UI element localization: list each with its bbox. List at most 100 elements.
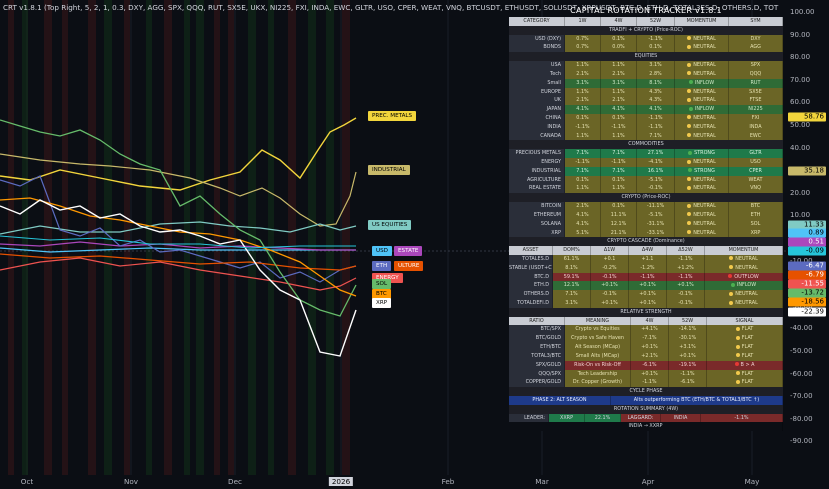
regime-band	[214, 0, 220, 475]
table-row: REAL ESTATE 1.1% 1.1% -0.1% NEUTRAL VNQ	[509, 184, 783, 194]
symbol-cell: XRP	[729, 228, 783, 238]
momentum-dot	[735, 353, 740, 358]
value-cell: 2.1%	[565, 202, 601, 211]
laggard-value: -1.1%	[701, 413, 783, 423]
row-name: JAPAN	[509, 105, 565, 114]
value-cell: 7.1%	[565, 149, 601, 158]
section-header: CRYPTO (Price-ROC)	[509, 193, 783, 203]
time-axis[interactable]: Oct Nov Dec 2026 Feb Mar Apr May	[0, 475, 787, 489]
row-name: SPX/GOLD	[509, 360, 565, 370]
regime-band	[62, 0, 68, 475]
value-cell: 4.3%	[637, 96, 675, 106]
momentum-dot	[687, 203, 692, 208]
column-header: ASSET	[509, 246, 553, 255]
row-name: OTHERS.D	[509, 290, 553, 299]
regime-band	[288, 0, 296, 475]
momentum-cell: FLAT	[707, 334, 783, 344]
row-name: Small	[509, 78, 565, 88]
y-axis-label: 50.00	[790, 121, 811, 129]
value-cell: -1.1%	[667, 254, 705, 264]
symbol-cell: INDA	[729, 122, 783, 132]
chart-area[interactable]: CRT v1.8.1 (Top Right, 5, 2, 1, 0.3, DXY…	[0, 0, 787, 475]
row-name: BONDS	[509, 43, 565, 53]
value-cell: 4.3%	[637, 87, 675, 97]
value-cell: 0.1%	[601, 34, 637, 44]
section-title: CYCLE PHASE	[509, 387, 783, 396]
momentum-label: NEUTRAL	[693, 44, 716, 51]
regime-band	[124, 0, 130, 475]
y-axis-label: 70.00	[790, 75, 811, 84]
row-name: UK	[509, 96, 565, 106]
price-tag: 58.76	[788, 112, 826, 122]
meaning-cell: Risk-On vs Risk-Off	[565, 360, 631, 370]
momentum-dot	[687, 36, 692, 41]
column-header: 1W	[565, 17, 601, 26]
row-name: REAL ESTATE	[509, 184, 565, 194]
momentum-cell: FLAT	[707, 343, 783, 352]
price-tag: -6.47	[788, 261, 826, 271]
row-name: STABLE (USDT+C)	[509, 263, 553, 273]
momentum-dot	[735, 379, 740, 384]
momentum-label: INFLOW	[694, 79, 715, 86]
leader-name: XXRP	[549, 413, 585, 423]
value-cell: 0.1%	[601, 175, 637, 185]
regime-band	[8, 0, 14, 475]
momentum-cell: NEUTRAL	[675, 87, 729, 97]
price-tag: -0.09	[788, 246, 826, 256]
y-axis-label: 80.00	[790, 53, 811, 62]
cycle-phase: PHASE 2: ALT SEASON	[509, 395, 611, 405]
meaning-cell: Crypto vs Equities	[565, 325, 631, 335]
rotation-row: LEADER: XXRP 22.1% LAGGARD: INDIA -1.1%	[509, 413, 783, 423]
symbol-cell: FXI	[729, 113, 783, 123]
value-cell: -1.1%	[667, 272, 705, 282]
momentum-label: NEUTRAL	[735, 264, 758, 271]
section-title: EQUITIES	[509, 52, 783, 62]
section-header: EQUITIES	[509, 52, 783, 62]
momentum-cell: NEUTRAL	[675, 61, 729, 70]
table-row: COPPER/GOLD Dr. Copper (Growth) -1.1% -6.1%…	[509, 378, 783, 388]
value-cell: 0.7%	[565, 43, 601, 53]
row-name: AGRICULTURE	[509, 175, 565, 185]
value-cell: 8.1%	[637, 78, 675, 88]
momentum-label: INFLOW	[736, 282, 757, 289]
symbol-cell: GLTR	[729, 149, 783, 158]
table-row: USD (DXY) 0.7% 0.1% -1.1% NEUTRAL DXY	[509, 34, 783, 44]
momentum-label: NEUTRAL	[735, 291, 758, 298]
y-axis-label: 10.00	[790, 211, 811, 220]
leader-label: LEADER:	[509, 413, 549, 423]
series-xrp	[0, 199, 357, 357]
momentum-cell: NEUTRAL	[675, 202, 729, 211]
table-row: EUROPE 1.1% 1.1% 4.3% NEUTRAL SX5E	[509, 87, 783, 97]
table-row: CHINA 0.1% 0.1% -1.1% NEUTRAL FXI	[509, 113, 783, 123]
row-name: INDUSTRIAL	[509, 166, 565, 176]
value-cell: -7.1%	[631, 334, 669, 344]
table-row: INDIA -1.1% -1.1% -1.1% NEUTRAL INDA	[509, 122, 783, 132]
momentum-dot	[735, 371, 740, 375]
line-label: PREC. METALS	[368, 111, 417, 121]
momentum-dot	[687, 97, 692, 102]
momentum-cell: NEUTRAL	[675, 43, 729, 53]
value-cell: 8.1%	[553, 263, 591, 273]
rotation-table: CATEGORY 1W 4W 52W MOMENTUM SYM TRADFI + CRYPT…	[509, 17, 783, 432]
momentum-cell: NEUTRAL	[705, 299, 783, 308]
value-cell: 7.1%	[601, 149, 637, 158]
momentum-label: NEUTRAL	[693, 88, 716, 95]
price-axis[interactable]: 100.0090.0080.0070.0060.0050.0040.0030.0…	[787, 0, 829, 475]
section-title: TRADFI + CRYPTO (Price-ROC)	[509, 25, 783, 35]
regime-band	[88, 0, 96, 475]
value-cell: -1.1%	[629, 272, 667, 282]
line-label: BTC	[372, 289, 391, 299]
momentum-dot	[687, 230, 692, 234]
section-title: CRYPTO CASCADE (Dominance)	[509, 237, 783, 247]
flow-text: INDIA → XXRP	[509, 422, 783, 432]
row-name: BTC/GOLD	[509, 334, 565, 344]
momentum-cell: NEUTRAL	[675, 131, 729, 141]
regime-band	[44, 0, 52, 475]
price-tag: 35.18	[788, 166, 826, 176]
momentum-dot	[729, 256, 734, 261]
symbol-cell: NI225	[729, 105, 783, 114]
table-row: ETH.D 12.1% +0.1% +0.1% +0.1% INFLOW	[509, 281, 783, 291]
value-cell: -0.1%	[667, 299, 705, 308]
study-title[interactable]: CRT v1.8.1 (Top Right, 5, 2, 1, 0.3, DXY…	[3, 3, 779, 12]
value-cell: 1.1%	[601, 61, 637, 70]
